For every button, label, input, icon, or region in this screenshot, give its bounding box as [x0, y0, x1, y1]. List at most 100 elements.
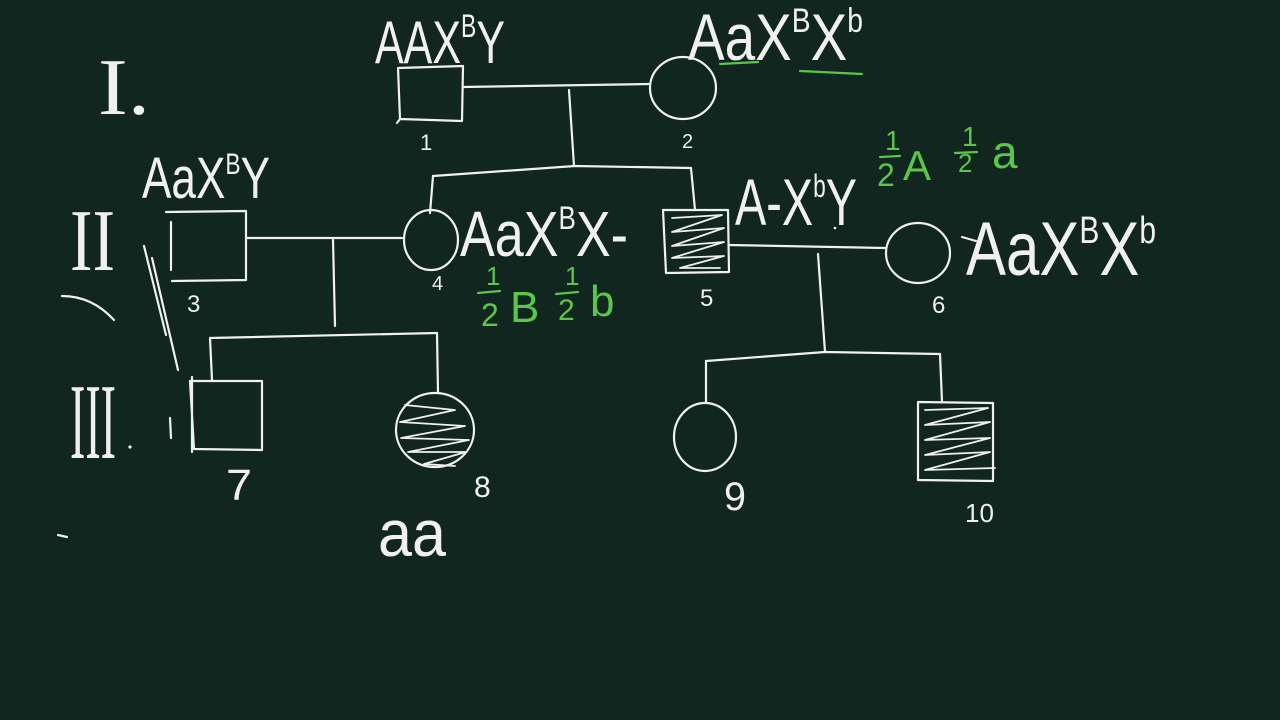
male-symbol — [164, 209, 248, 283]
male-symbol — [188, 375, 264, 454]
green-note-top: 1 2 A 1 2 a — [877, 121, 1018, 193]
genotype-label: A-XbY — [735, 165, 857, 239]
individual-number: 2 — [682, 131, 693, 153]
marriage-line — [727, 243, 887, 250]
individual-number: 9 — [724, 475, 746, 519]
individual-4: AaXBX- 4 — [402, 198, 628, 295]
stray-stroke — [960, 235, 978, 243]
descent-line — [567, 88, 576, 168]
genotype-label: AaXBY — [142, 146, 270, 211]
fraction-denominator: 2 — [481, 297, 499, 333]
generation-label-iii: III — [70, 363, 116, 482]
child-drop-line — [689, 166, 697, 212]
individual-1: AAXBY 1 — [375, 8, 505, 155]
genotype-tail: Y — [826, 165, 857, 239]
genotype-tail: X — [811, 0, 848, 74]
individual-3: AaXBY 3 — [142, 146, 270, 318]
individual-8: 8 aa — [378, 391, 491, 570]
genotype-superscript: B — [792, 2, 811, 40]
sibship-line — [704, 350, 942, 363]
fraction-allele: b — [590, 277, 614, 326]
genotype-label: AaXBXb — [966, 207, 1156, 292]
affected-hatching — [924, 407, 996, 471]
individual-5: A-XbY 5 — [661, 165, 857, 312]
female-symbol — [402, 208, 460, 272]
individual-6: AaXBXb 6 — [884, 207, 1156, 319]
genotype-base: AaX — [460, 198, 559, 270]
fraction-numerator: 1 — [486, 261, 500, 291]
genotype-base: AAX — [375, 9, 461, 76]
individual-number: 4 — [432, 273, 443, 295]
genotype-label: AaXBXb — [688, 0, 863, 74]
affected-female-symbol — [394, 391, 476, 469]
green-note-middle: 1 2 B 1 2 b — [476, 261, 614, 333]
stray-stroke — [168, 416, 173, 440]
individual-9: 9 — [672, 401, 746, 519]
genotype-base: A-X — [735, 165, 813, 239]
affected-hatching — [399, 404, 470, 467]
genotype-tail: Y — [241, 146, 270, 211]
child-drop-line — [938, 352, 944, 404]
fraction-allele: A — [903, 142, 931, 189]
stray-strokes — [56, 226, 978, 539]
allele-fraction: 1 2 B — [476, 261, 539, 333]
individual-7: 7 — [188, 375, 264, 510]
generation-1-connectors — [428, 82, 697, 215]
green-underline — [718, 60, 760, 66]
stray-stroke — [142, 244, 168, 337]
descent-line — [816, 252, 827, 354]
female-symbol — [648, 55, 718, 121]
allele-fraction: 1 2 b — [554, 261, 614, 327]
genotype-base: AaX — [688, 0, 792, 74]
genotype-superscript: B — [461, 8, 476, 44]
fraction-bar — [554, 290, 580, 296]
genotype-label: AaXBX- — [460, 198, 628, 270]
genotype-superscript: B — [1079, 210, 1099, 252]
fraction-numerator: 1 — [565, 261, 579, 291]
fraction-numerator: 1 — [962, 121, 978, 152]
stray-dot — [128, 445, 132, 449]
individual-number: 8 — [474, 471, 491, 504]
individual-number: 10 — [965, 498, 994, 528]
genotype-superscript-2: b — [1139, 210, 1156, 252]
affected-male-symbol — [916, 400, 995, 483]
individual-number: 1 — [420, 130, 432, 155]
fraction-denominator: 2 — [558, 294, 575, 327]
generation-label-i: I. — [98, 44, 150, 132]
fraction-bar — [878, 154, 902, 159]
individual-10: 10 — [916, 400, 996, 528]
stray-dot — [833, 226, 837, 230]
genotype-tail: X — [1099, 207, 1139, 292]
fraction-denominator: 2 — [958, 148, 972, 178]
descent-line — [331, 238, 337, 328]
fraction-numerator: 1 — [885, 125, 901, 156]
fraction-allele: B — [510, 283, 539, 332]
stray-stroke — [56, 533, 69, 539]
genotype-label: AAXBY — [375, 8, 505, 76]
genotype-note: aa — [378, 496, 446, 570]
fraction-allele: a — [992, 126, 1018, 178]
genotype-superscript-2: b — [847, 2, 863, 40]
generation-2-connectors — [208, 236, 944, 404]
individual-2: AaXBXb 2 — [648, 0, 864, 153]
female-symbol — [884, 221, 952, 285]
generation-labels: I. II III — [70, 44, 150, 482]
child-drop-line — [428, 174, 435, 215]
genotype-superscript: B — [225, 148, 240, 181]
allele-fraction: 1 2 a — [953, 121, 1018, 178]
stray-stroke — [150, 256, 180, 372]
fraction-bar — [476, 289, 502, 295]
green-underline — [798, 69, 864, 76]
stray-stroke — [60, 294, 116, 322]
fraction-bar — [953, 150, 979, 155]
individual-number: 6 — [932, 292, 945, 319]
sibship-line — [208, 331, 439, 340]
genotype-tail: X- — [576, 198, 628, 270]
male-symbol — [395, 64, 465, 125]
affected-male-symbol — [661, 208, 731, 275]
affected-hatching — [671, 214, 725, 269]
individual-number: 7 — [226, 461, 252, 510]
sibship-line — [431, 164, 693, 178]
genotype-base: AaX — [966, 207, 1079, 292]
